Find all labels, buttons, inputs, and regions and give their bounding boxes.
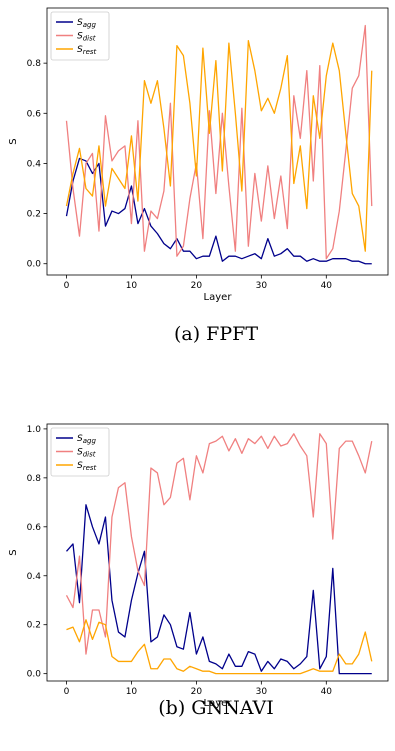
y-tick-label: 0.6	[27, 523, 42, 533]
x-tick-label: 20	[191, 687, 203, 697]
x-tick-label: 10	[126, 281, 138, 291]
legend-box	[50, 427, 110, 477]
x-tick-label: 0	[64, 281, 70, 291]
legend-label-agg: Sagg	[77, 18, 96, 29]
x-tick-label: 40	[321, 281, 333, 291]
y-tick-label: 0.4	[27, 572, 42, 582]
plot-frame	[46, 7, 389, 276]
y-tick-label: 0.6	[27, 109, 42, 119]
x-tick-label: 30	[256, 687, 268, 697]
plot-frame	[46, 423, 389, 682]
series-line-dist	[65, 433, 373, 655]
chart-panel-a: 0 10 20 30 40 0.0 0.2 0.4 0.6 0.8 Layer S Sagg Sdist S…	[8, 7, 389, 303]
caption-a: (a) FPFT	[174, 323, 258, 345]
y-tick-label: 1.0	[27, 425, 42, 435]
legend-box	[50, 11, 110, 61]
series-line-rest	[66, 619, 373, 675]
legend-label-rest: Srest	[77, 461, 97, 472]
y-axis-label: S	[8, 138, 19, 144]
x-axis-label: Layer	[204, 698, 233, 709]
x-tick-label: 20	[191, 281, 203, 291]
y-tick-label: 0.2	[27, 621, 41, 631]
series-line-dist	[65, 24, 373, 260]
x-axis-label: Layer	[204, 292, 233, 303]
y-tick-label: 0.8	[27, 59, 42, 69]
x-tick-label: 30	[256, 281, 268, 291]
legend-label-dist: Sdist	[77, 32, 96, 43]
series-line-agg	[65, 157, 372, 265]
x-tick-label: 40	[321, 687, 333, 697]
x-tick-label: 0	[64, 687, 70, 697]
chart-panel-b: 0 10 20 30 40 0.0 0.2 0.4 0.6 0.8 1.0 Layer S Sagg Sdi…	[8, 423, 389, 709]
y-tick-label: 0.4	[27, 159, 42, 169]
series-line-agg	[66, 504, 372, 675]
caption-b: (b) GNNAVI	[158, 697, 273, 719]
series-line-rest	[65, 39, 373, 252]
legend-label-rest: Srest	[77, 45, 97, 56]
legend-label-agg: Sagg	[77, 434, 96, 445]
y-tick-label: 0.8	[27, 474, 42, 484]
legend-label-dist: Sdist	[77, 448, 96, 459]
y-tick-label: 0.0	[27, 670, 42, 680]
x-tick-label: 10	[126, 687, 138, 697]
y-tick-label: 0.2	[27, 210, 41, 220]
y-tick-label: 0.0	[27, 260, 42, 270]
y-axis-label: S	[8, 549, 19, 555]
